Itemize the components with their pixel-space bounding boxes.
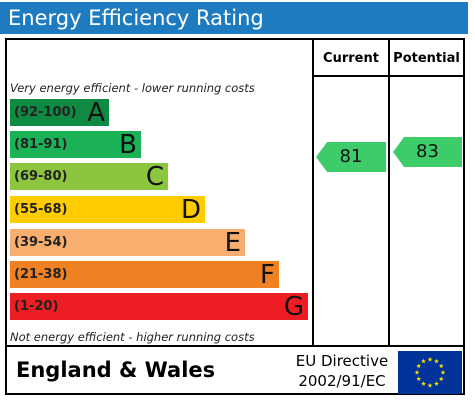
footer-divider [7, 345, 463, 347]
band-letter: F [260, 260, 275, 290]
band-letter: A [87, 98, 105, 128]
band-range: (92-100) [14, 105, 77, 120]
divider-potential [388, 40, 390, 347]
band-letter: E [224, 228, 241, 258]
band-range: (39-54) [14, 235, 68, 250]
current-column-header: Current [323, 51, 379, 66]
potential-column-header: Potential [393, 51, 460, 66]
rating-frame: Current Potential Very energy efficient … [5, 38, 465, 395]
potential-rating-value: 83 [416, 141, 439, 162]
chart-title: Energy Efficiency Rating [0, 2, 468, 34]
potential-rating-arrow: 83 [393, 137, 462, 167]
band-g: (1-20) G [10, 292, 308, 322]
eu-star-icon [438, 363, 444, 369]
band-letter: C [145, 162, 164, 192]
band-range: (21-38) [14, 267, 68, 282]
current-rating-arrow: 81 [316, 142, 386, 172]
band-range: (1-20) [14, 299, 59, 314]
eu-directive-line2: 2002/91/EC [298, 372, 386, 390]
header-divider [312, 75, 463, 77]
caption-bottom: Not energy efficient - higher running co… [10, 330, 255, 344]
region-label: England & Wales [16, 358, 216, 382]
eu-star-icon [440, 369, 446, 375]
eu-star-icon [414, 369, 420, 375]
eu-star-icon [416, 363, 422, 369]
band-f: (21-38) F [10, 260, 279, 290]
eu-directive: EU Directive 2002/91/EC [288, 351, 396, 391]
band-range: (81-91) [14, 137, 68, 152]
eu-flag-icon [398, 351, 462, 394]
current-rating-value: 81 [339, 146, 363, 167]
band-letter: D [180, 195, 201, 225]
divider-current [312, 40, 314, 347]
eu-directive-line1: EU Directive [295, 352, 389, 370]
band-letter: B [119, 130, 137, 160]
band-range: (69-80) [14, 169, 68, 184]
eu-star-icon [421, 358, 426, 364]
eu-star-icon [427, 382, 433, 388]
band-c: (69-80) C [10, 162, 168, 192]
band-a: (92-100) A [10, 98, 109, 128]
band-e: (39-54) E [10, 228, 245, 258]
caption-top: Very energy efficient - lower running co… [10, 81, 255, 95]
eu-star-icon [438, 376, 444, 382]
eu-star-icon [434, 358, 439, 364]
eu-star-icon [434, 381, 439, 386]
eu-star-icon [416, 376, 422, 382]
band-range: (55-68) [14, 202, 68, 217]
eu-star-icon [427, 356, 433, 362]
band-letter: G [283, 292, 304, 322]
band-b: (81-91) B [10, 130, 141, 160]
eu-star-icon [421, 381, 426, 386]
band-d: (55-68) D [10, 195, 205, 225]
eu-flag-stars [414, 356, 446, 388]
